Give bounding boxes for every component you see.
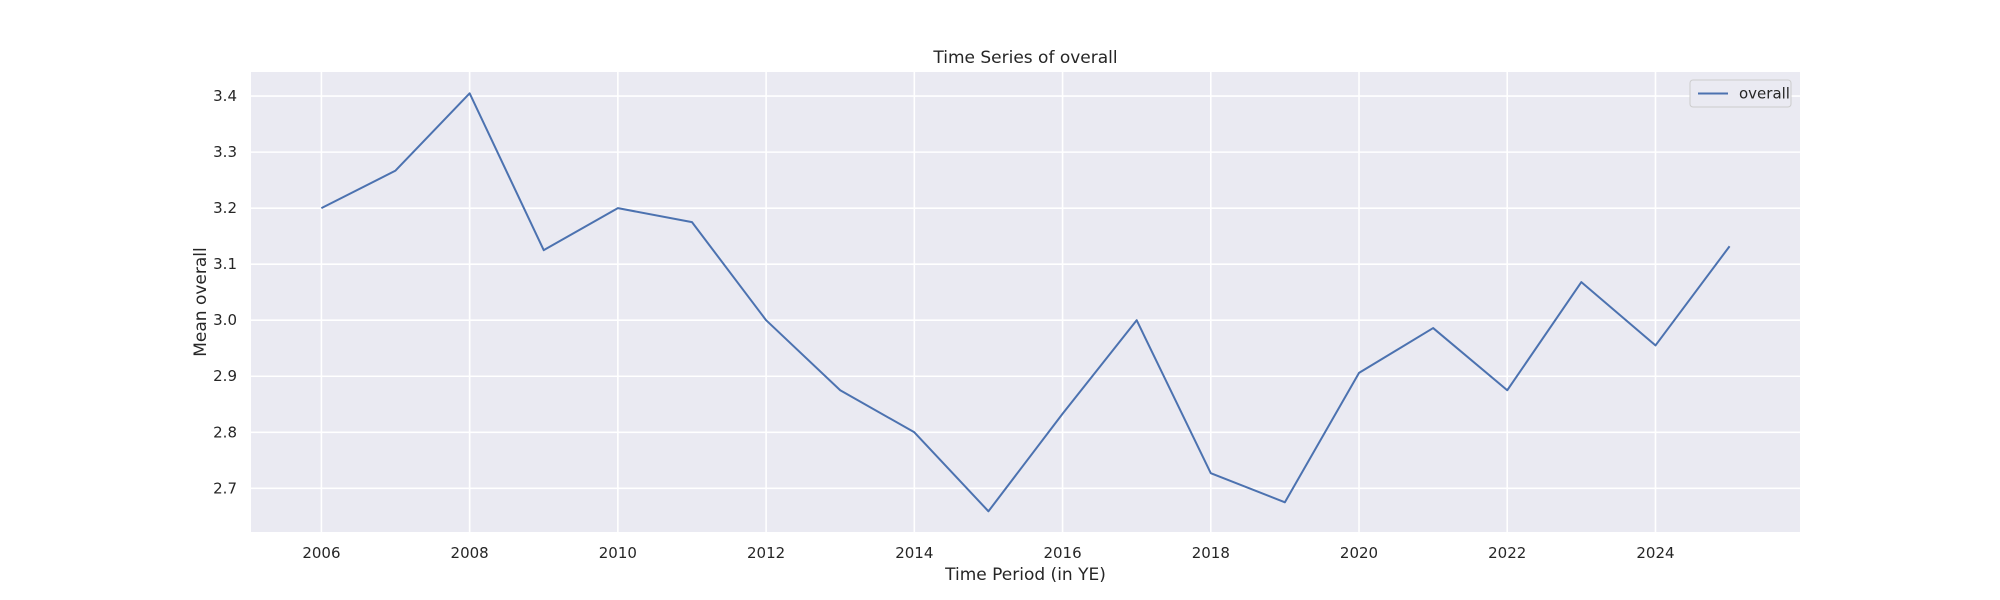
y-tick-label: 3.4 <box>213 87 237 105</box>
legend-label-overall: overall <box>1739 85 1790 103</box>
legend: overall <box>1689 79 1792 108</box>
x-tick-label: 2010 <box>599 544 637 562</box>
x-axis-ticks: 2006 2008 2010 2012 2014 2016 2018 2020 2022 2024 <box>302 544 1674 562</box>
legend-box <box>1689 79 1792 108</box>
series-line-overall <box>320 92 1731 513</box>
plot-area <box>251 72 1800 532</box>
y-tick-label: 2.7 <box>213 479 237 497</box>
grid-lines <box>251 72 1800 532</box>
y-axis-ticks: 2.7 2.8 2.9 3.0 3.1 3.2 3.3 3.4 <box>213 87 237 497</box>
y-tick-label: 3.2 <box>213 199 237 217</box>
x-tick-label: 2020 <box>1340 544 1378 562</box>
y-tick-label: 3.0 <box>213 311 237 329</box>
y-tick-label: 3.3 <box>213 143 237 161</box>
x-axis-label: Time Period (in YE) <box>944 565 1106 585</box>
y-axis-label: Mean overall <box>191 247 211 357</box>
x-tick-label: 2006 <box>302 544 340 562</box>
x-tick-label: 2014 <box>895 544 933 562</box>
y-tick-label: 2.8 <box>213 423 237 441</box>
x-tick-label: 2016 <box>1043 544 1081 562</box>
x-tick-label: 2012 <box>747 544 785 562</box>
x-tick-label: 2024 <box>1636 544 1674 562</box>
y-tick-label: 2.9 <box>213 367 237 385</box>
x-tick-label: 2018 <box>1192 544 1230 562</box>
series-layer <box>320 92 1731 513</box>
y-tick-label: 3.1 <box>213 255 237 273</box>
x-tick-label: 2022 <box>1488 544 1526 562</box>
x-tick-label: 2008 <box>451 544 489 562</box>
chart-title: Time Series of overall <box>932 48 1117 68</box>
